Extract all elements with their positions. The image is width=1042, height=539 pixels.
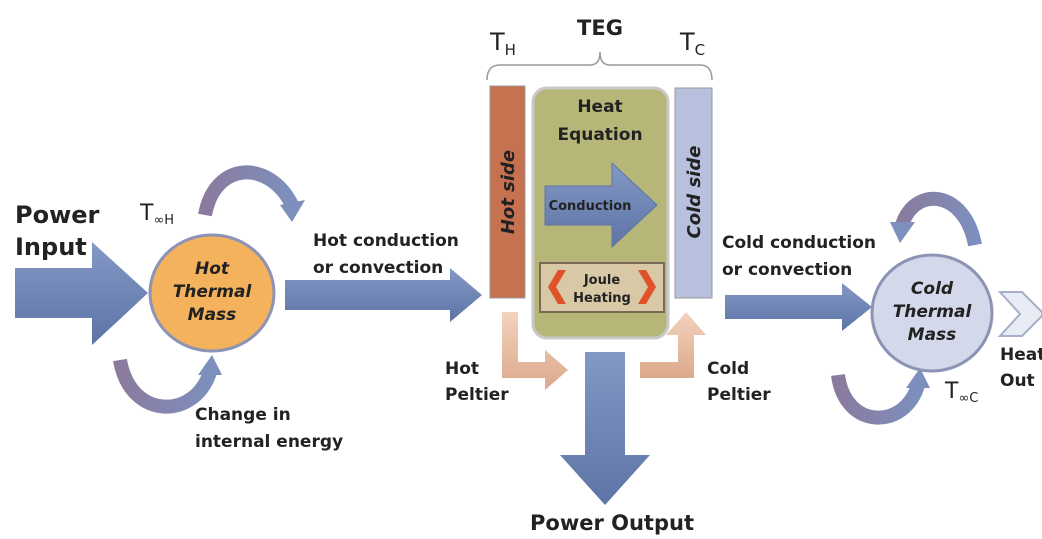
conduction-label: Conduction: [549, 199, 632, 214]
hot-loop-arrow-bottom: [113, 358, 217, 414]
cold-thermal-mass: [870, 253, 994, 373]
heat-out-label: Heat Out: [1000, 345, 1042, 391]
cold-mass-label: Cold Thermal Mass: [893, 279, 973, 345]
arrowhead: [198, 355, 222, 375]
cold-side-plate: [674, 87, 713, 299]
hot-ambient-temperature: T∞H: [139, 201, 174, 228]
chevron-left: [548, 270, 566, 304]
hot-peltier-label: Hot Peltier: [445, 359, 509, 405]
heat-equation-label: Heat Equation: [557, 97, 642, 145]
cold-transfer-arrow: [725, 283, 872, 331]
cold-ambient-temperature: T∞C: [944, 379, 978, 406]
hot-side-label: Hot side: [498, 150, 519, 234]
power-input-label: Power Input: [15, 201, 100, 261]
power-input-arrow: [15, 242, 148, 345]
joule-heating-label: Joule Heating: [573, 273, 631, 306]
hot-mass-label: Hot Thermal Mass: [173, 259, 253, 325]
teg-brace: [486, 51, 713, 81]
arrowhead: [890, 222, 915, 243]
arrowhead: [280, 200, 305, 222]
hot-side-plate: [489, 85, 526, 299]
conduction-arrow: [544, 161, 658, 249]
t-cold: TC: [679, 28, 705, 59]
cold-transfer-label: Cold conduction or convection: [722, 233, 876, 280]
hot-thermal-mass: [148, 233, 276, 353]
cold-loop-arrow-top: [895, 191, 982, 247]
cold-peltier-label: Cold Peltier: [707, 359, 771, 405]
cold-loop-arrow-bottom: [831, 373, 925, 425]
t-hot: TH: [489, 28, 516, 59]
change-internal-energy: Change in internal energy: [195, 405, 343, 452]
chevron-right: [638, 270, 656, 304]
arrowhead: [906, 368, 930, 388]
heat-out-chevron: [997, 291, 1042, 337]
teg-title: TEG: [577, 16, 623, 40]
hot-transfer-label: Hot conduction or convection: [313, 231, 459, 278]
cold-peltier-arrow: [640, 312, 706, 378]
cold-side-label: Cold side: [684, 146, 705, 239]
hot-transfer-arrow: [285, 268, 482, 322]
hot-loop-arrow-top: [198, 165, 299, 217]
power-output-arrow: [560, 352, 650, 505]
power-output-label: Power Output: [530, 511, 694, 535]
hot-peltier-arrow: [502, 312, 568, 390]
